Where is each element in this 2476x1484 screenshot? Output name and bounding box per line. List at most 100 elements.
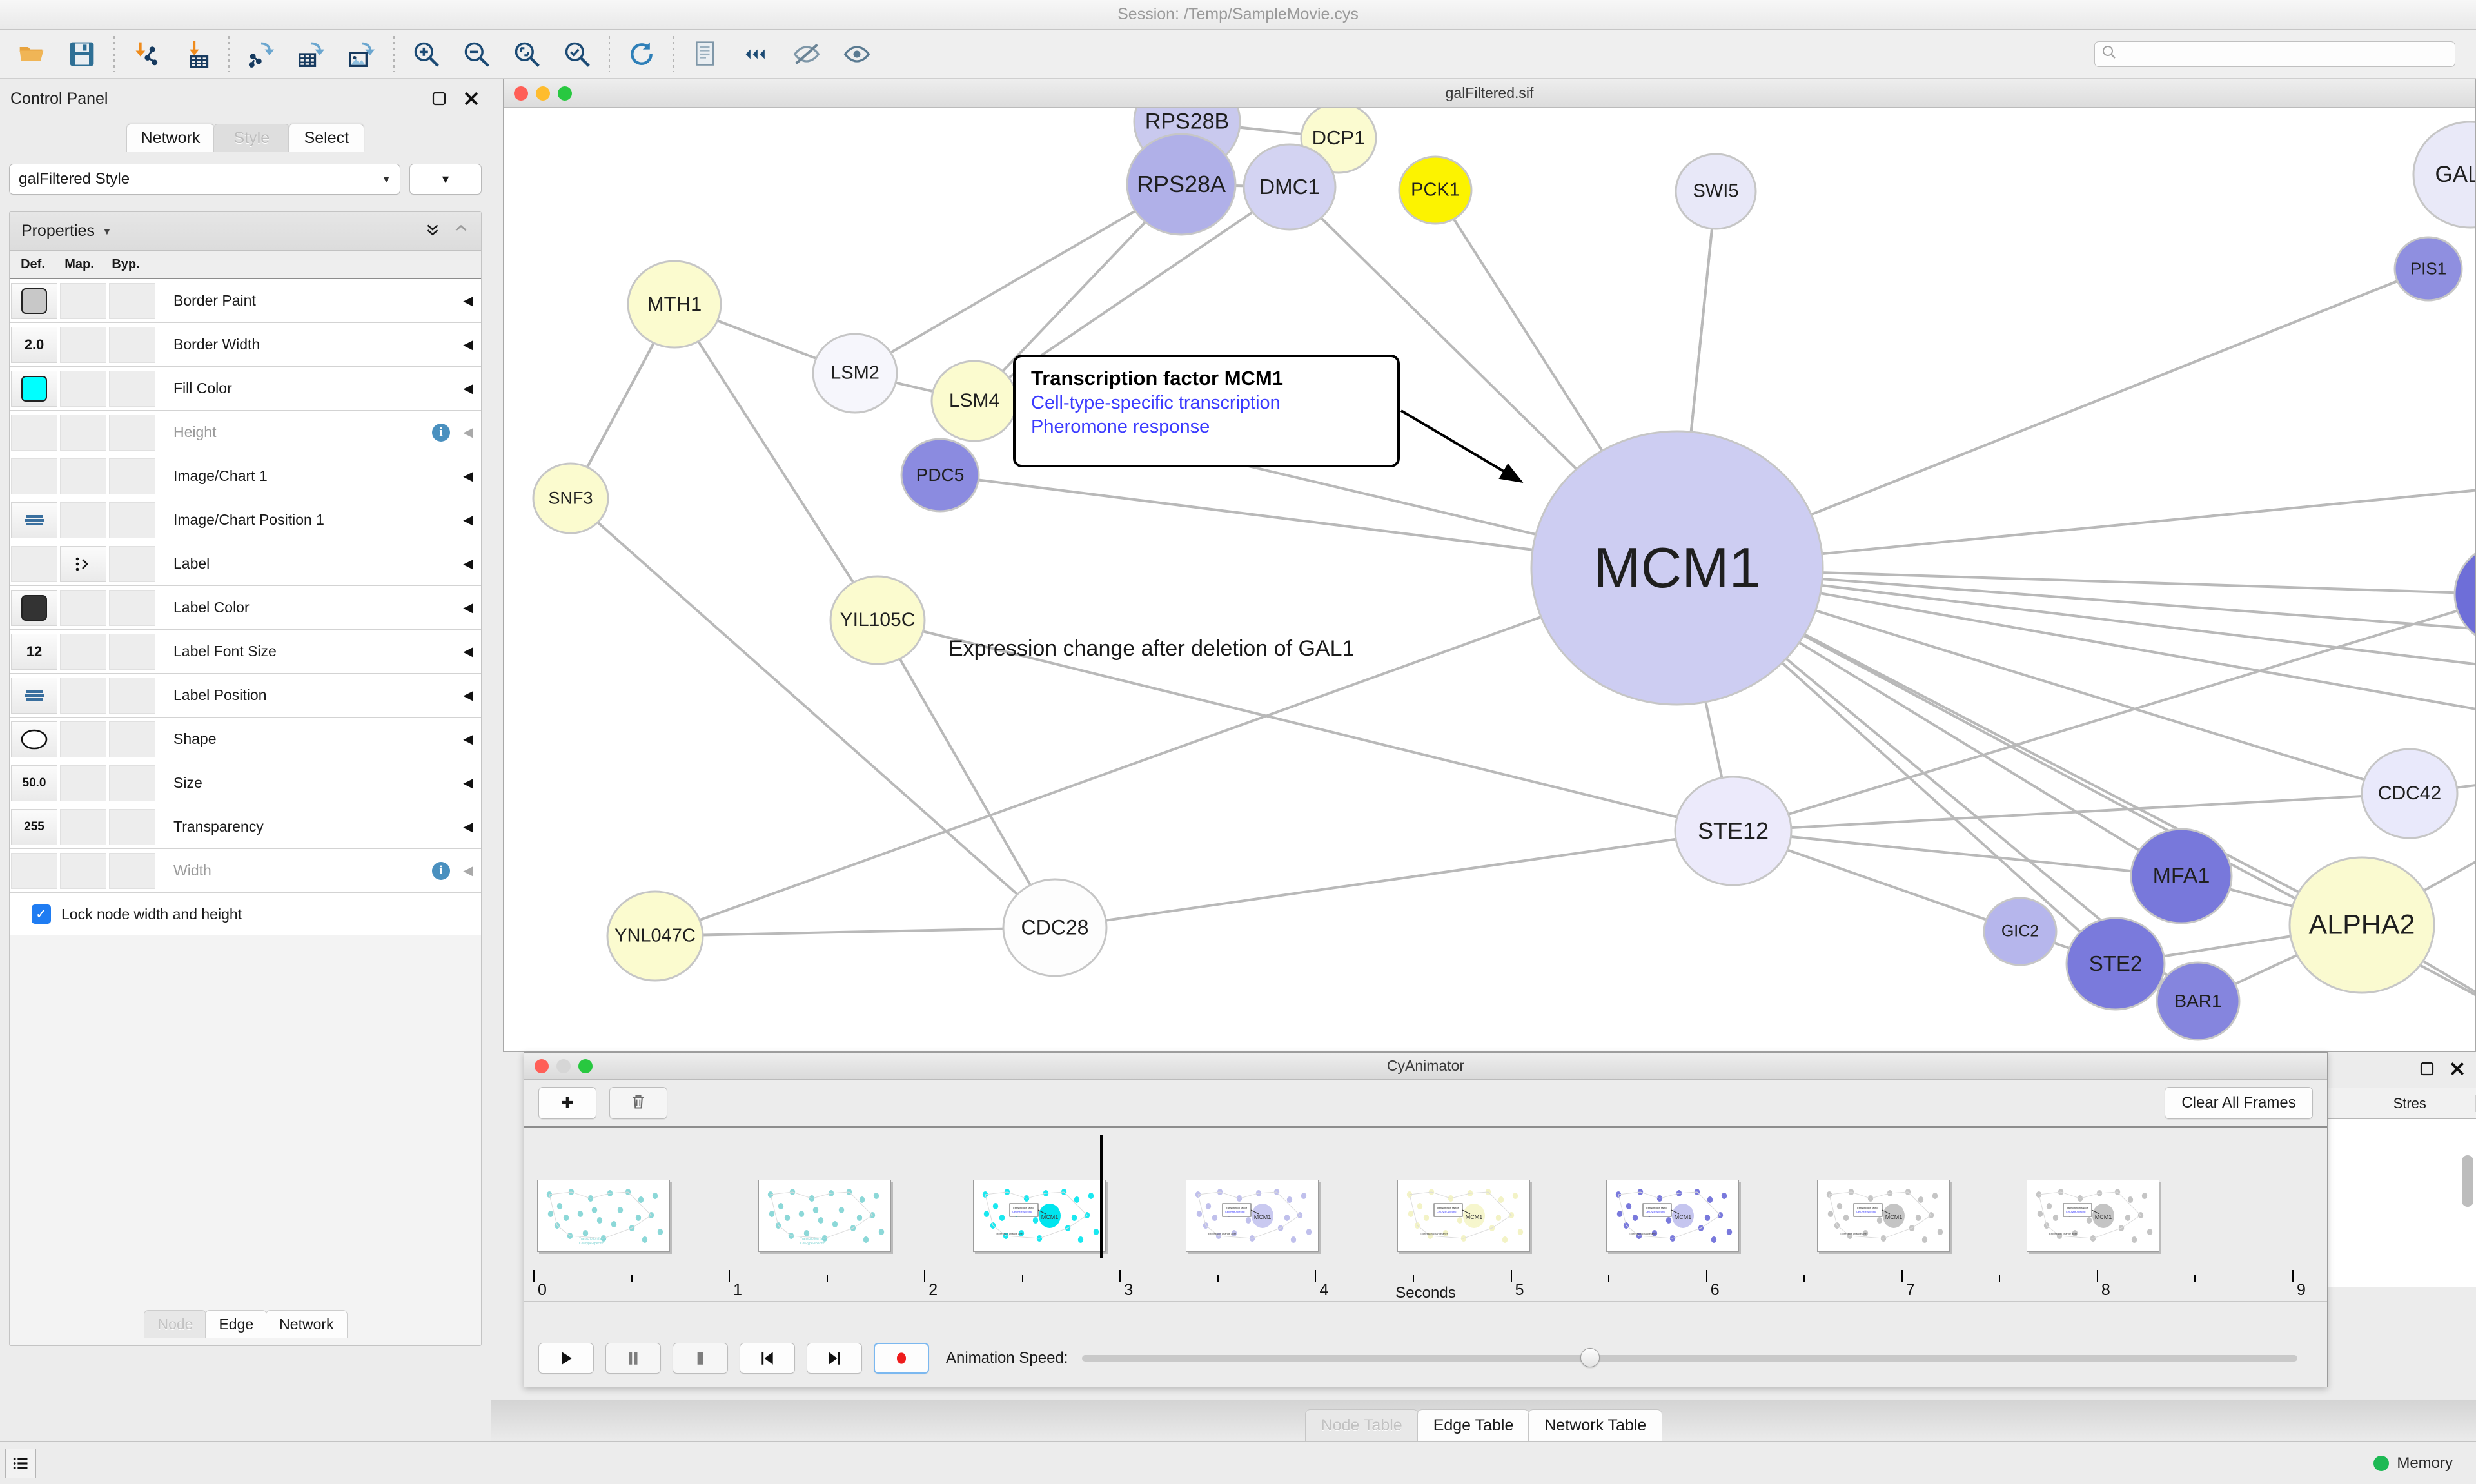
property-default-cell[interactable]: [11, 414, 57, 451]
property-default-cell[interactable]: 2.0: [11, 326, 57, 363]
chevron-left-icon[interactable]: ◀: [463, 732, 473, 747]
property-mapping-cell[interactable]: [60, 458, 106, 494]
network-node-yil105c[interactable]: [829, 575, 926, 665]
property-bypass-cell[interactable]: [109, 633, 155, 670]
playhead[interactable]: [1100, 1135, 1103, 1258]
network-node-alpha2[interactable]: [2288, 856, 2435, 994]
chevron-left-icon[interactable]: ◀: [463, 513, 473, 527]
bottom-tab-node-table[interactable]: Node Table: [1304, 1409, 1419, 1441]
property-bypass-cell[interactable]: [109, 721, 155, 757]
layout-icon[interactable]: [731, 31, 781, 77]
last-frame-button[interactable]: [807, 1343, 862, 1374]
style-options-button[interactable]: ▼: [409, 164, 482, 195]
network-edge[interactable]: [569, 497, 1056, 929]
import-table-icon[interactable]: [172, 31, 222, 77]
lock-node-size-row[interactable]: ✓ Lock node width and height: [10, 893, 481, 935]
property-mapping-cell[interactable]: [60, 370, 106, 407]
property-bypass-cell[interactable]: [109, 545, 155, 582]
export-image-icon[interactable]: [337, 31, 387, 77]
network-edge[interactable]: [654, 567, 1678, 937]
zoom-fit-icon[interactable]: [502, 31, 552, 77]
search-input[interactable]: [2122, 46, 2448, 61]
network-edge[interactable]: [876, 620, 1056, 928]
property-default-cell[interactable]: [11, 282, 57, 319]
property-default-cell[interactable]: [11, 545, 57, 582]
network-node-pck1[interactable]: [1398, 155, 1473, 225]
animation-speed-slider[interactable]: [1082, 1348, 2297, 1367]
task-list-icon[interactable]: [5, 1448, 36, 1478]
lock-node-size-checkbox[interactable]: ✓: [32, 904, 51, 924]
property-row-label-position[interactable]: Label Position ◀: [10, 674, 481, 718]
animation-frame-thumbnail[interactable]: Transcription factor Cell-type-specific: [537, 1180, 670, 1252]
bottom-tab-edge-table[interactable]: Edge Table: [1417, 1409, 1530, 1441]
network-edge[interactable]: [1733, 830, 2182, 877]
chevron-left-icon[interactable]: ◀: [463, 338, 473, 352]
property-default-cell[interactable]: [11, 721, 57, 757]
cp-tab-edge[interactable]: Edge: [205, 1310, 268, 1338]
chevron-left-icon[interactable]: ◀: [463, 294, 473, 308]
save-icon[interactable]: [57, 31, 107, 77]
network-node-dmc1[interactable]: [1243, 143, 1337, 231]
cyanimator-timeline[interactable]: Transcription factor Cell-type-specific Tr…: [524, 1128, 2327, 1302]
property-default-cell[interactable]: 50.0: [11, 765, 57, 801]
close-window-button[interactable]: [535, 1059, 549, 1073]
network-node-cdc42[interactable]: [2361, 748, 2459, 839]
tab-network[interactable]: Network: [126, 124, 215, 152]
property-mapping-cell[interactable]: [60, 808, 106, 845]
network-node-snf3[interactable]: [532, 462, 609, 534]
property-bypass-cell[interactable]: [109, 370, 155, 407]
export-network-icon[interactable]: [236, 31, 286, 77]
property-bypass-cell[interactable]: [109, 765, 155, 801]
zoom-in-icon[interactable]: [401, 31, 451, 77]
animation-frame-thumbnail[interactable]: MCM1 Transcription factor Cell-type-specif…: [1397, 1180, 1530, 1252]
property-row-transparency[interactable]: 255 Transparency ◀: [10, 805, 481, 849]
cp-tab-node[interactable]: Node: [144, 1310, 207, 1338]
play-button[interactable]: [538, 1343, 594, 1374]
close-window-button[interactable]: [514, 86, 528, 101]
annotation-callout[interactable]: Transcription factor MCM1 Cell-type-spec…: [1013, 355, 1400, 467]
network-text-annotation[interactable]: Expression change after deletion of GAL1: [948, 636, 1355, 661]
property-row-label-font-size[interactable]: 12 Label Font Size ◀: [10, 630, 481, 674]
property-mapping-cell[interactable]: [60, 414, 106, 451]
animation-frame-thumbnail[interactable]: MCM1 Transcription factor Cell-type-specif…: [1606, 1180, 1740, 1252]
minimize-window-button[interactable]: [536, 86, 550, 101]
animation-frame-thumbnail[interactable]: Transcription factor Cell-type-specific: [758, 1180, 891, 1252]
property-mapping-cell[interactable]: [60, 502, 106, 538]
network-edge[interactable]: [1676, 466, 2475, 569]
chevron-left-icon[interactable]: ◀: [463, 776, 473, 790]
chevron-left-icon[interactable]: ◀: [463, 601, 473, 615]
record-button[interactable]: [874, 1343, 929, 1374]
property-bypass-cell[interactable]: [109, 414, 155, 451]
pause-button[interactable]: [605, 1343, 661, 1374]
property-row-label[interactable]: Label ◀: [10, 542, 481, 586]
maximize-window-button[interactable]: [578, 1059, 593, 1073]
network-edge[interactable]: [1676, 567, 2475, 641]
close-icon[interactable]: [462, 90, 480, 108]
network-node-gal80[interactable]: [2412, 121, 2475, 229]
property-mapping-cell[interactable]: [60, 589, 106, 626]
network-edge[interactable]: [673, 303, 879, 621]
animation-frame-thumbnail[interactable]: MCM1 Transcription factor Cell-type-specif…: [1186, 1180, 1319, 1252]
style-select[interactable]: galFiltered Style ▼: [9, 164, 400, 195]
property-default-cell[interactable]: [11, 677, 57, 714]
property-bypass-cell[interactable]: [109, 852, 155, 889]
network-edge[interactable]: [1733, 594, 2475, 832]
network-node-ste2[interactable]: [2065, 917, 2166, 1011]
property-default-cell[interactable]: [11, 458, 57, 494]
property-mapping-cell[interactable]: [60, 326, 106, 363]
property-row-height[interactable]: Height i ◀: [10, 411, 481, 454]
network-edge[interactable]: [854, 183, 1183, 375]
network-node-rps28a[interactable]: [1126, 133, 1237, 236]
network-node-gic2[interactable]: [1983, 897, 2058, 966]
info-icon[interactable]: i: [432, 861, 450, 880]
network-node-bar1[interactable]: [2156, 961, 2241, 1041]
delete-frame-button[interactable]: [609, 1087, 667, 1119]
network-edge[interactable]: [1676, 567, 2475, 723]
property-row-width[interactable]: Width i ◀: [10, 849, 481, 893]
network-node-swi5[interactable]: [1675, 153, 1757, 230]
property-row-label-color[interactable]: Label Color ◀: [10, 586, 481, 630]
network-node-mfa1[interactable]: [2130, 828, 2233, 924]
network-edge[interactable]: [1676, 567, 2475, 746]
property-default-cell[interactable]: [11, 502, 57, 538]
chevron-left-icon[interactable]: ◀: [463, 645, 473, 659]
